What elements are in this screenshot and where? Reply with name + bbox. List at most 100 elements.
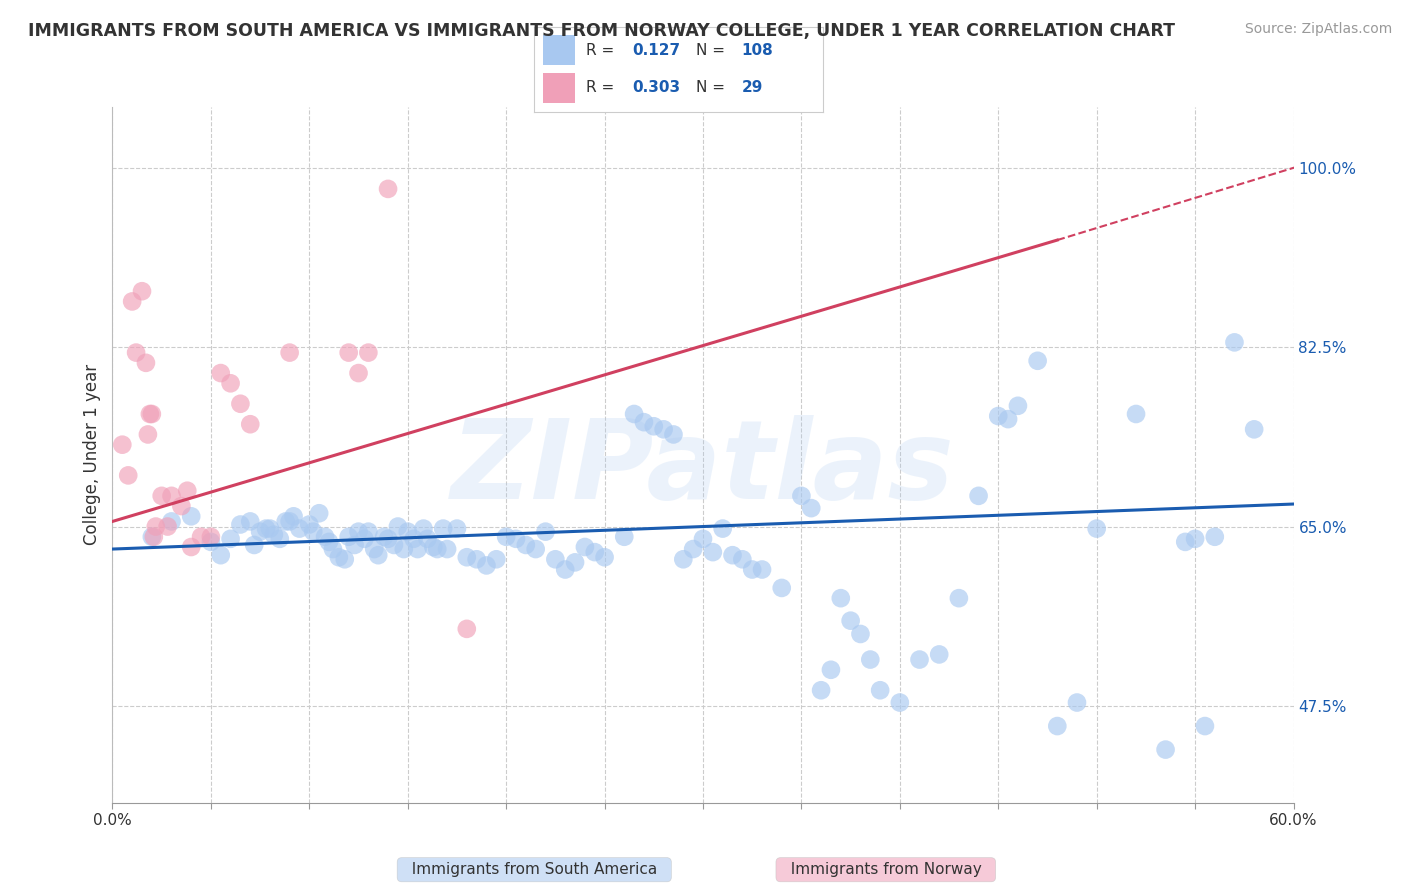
Point <box>574 540 596 554</box>
Point <box>254 522 277 536</box>
Bar <box>543 73 575 103</box>
Point <box>1154 742 1177 756</box>
Point <box>367 548 389 562</box>
Point <box>219 532 242 546</box>
Point <box>652 422 675 436</box>
Point <box>593 550 616 565</box>
Point <box>176 483 198 498</box>
Point <box>347 366 370 380</box>
Point <box>1223 335 1246 350</box>
Point <box>485 552 508 566</box>
Point <box>243 538 266 552</box>
Point <box>1243 422 1265 436</box>
Text: IMMIGRANTS FROM SOUTH AMERICA VS IMMIGRANTS FROM NORWAY COLLEGE, UNDER 1 YEAR CO: IMMIGRANTS FROM SOUTH AMERICA VS IMMIGRA… <box>28 22 1175 40</box>
Point <box>278 515 301 529</box>
Text: Immigrants from Norway: Immigrants from Norway <box>780 863 991 877</box>
Point <box>810 683 832 698</box>
Point <box>170 499 193 513</box>
Point <box>328 550 350 565</box>
Point <box>402 532 425 546</box>
Point <box>495 530 517 544</box>
Point <box>180 509 202 524</box>
Point <box>524 542 547 557</box>
Point <box>392 542 415 557</box>
Point <box>353 532 375 546</box>
Point <box>156 519 179 533</box>
Point <box>869 683 891 698</box>
Point <box>229 397 252 411</box>
Point <box>219 376 242 391</box>
Text: 108: 108 <box>742 43 773 58</box>
Text: Immigrants from South America: Immigrants from South America <box>402 863 666 877</box>
Point <box>387 519 409 533</box>
Point <box>269 532 291 546</box>
Point <box>337 530 360 544</box>
Point <box>249 524 271 539</box>
Point <box>702 545 724 559</box>
Point <box>239 417 262 432</box>
Point <box>322 542 344 557</box>
Point <box>117 468 139 483</box>
Point <box>849 627 872 641</box>
Point <box>396 524 419 539</box>
Point <box>534 524 557 539</box>
Bar <box>543 36 575 65</box>
Point <box>209 366 232 380</box>
Text: 0.127: 0.127 <box>633 43 681 58</box>
Point <box>564 555 586 569</box>
Point <box>623 407 645 421</box>
Point <box>200 534 222 549</box>
Point <box>751 562 773 576</box>
Point <box>908 652 931 666</box>
Point <box>456 550 478 565</box>
Point <box>839 614 862 628</box>
Point <box>1204 530 1226 544</box>
Point <box>150 489 173 503</box>
Point <box>416 532 439 546</box>
Point <box>200 530 222 544</box>
Point <box>363 542 385 557</box>
Point <box>259 522 281 536</box>
Point <box>820 663 842 677</box>
Point <box>544 552 567 566</box>
Point <box>357 524 380 539</box>
Point <box>229 517 252 532</box>
Point <box>180 540 202 554</box>
Y-axis label: College, Under 1 year: College, Under 1 year <box>83 364 101 546</box>
Point <box>145 519 167 533</box>
Point <box>928 648 950 662</box>
Point <box>1174 534 1197 549</box>
Point <box>278 345 301 359</box>
Point <box>432 522 454 536</box>
Point <box>859 652 882 666</box>
Point <box>422 540 444 554</box>
Point <box>142 530 165 544</box>
Point <box>274 515 297 529</box>
Point <box>1125 407 1147 421</box>
Point <box>160 489 183 503</box>
Point <box>613 530 636 544</box>
Point <box>308 506 330 520</box>
Point <box>475 558 498 573</box>
Text: ZIPatlas: ZIPatlas <box>451 416 955 523</box>
Point <box>298 517 321 532</box>
Point <box>131 284 153 298</box>
Point <box>790 489 813 503</box>
Text: R =: R = <box>586 43 619 58</box>
Point <box>1007 399 1029 413</box>
Point <box>283 509 305 524</box>
Point <box>770 581 793 595</box>
Point <box>141 407 163 421</box>
Point <box>800 501 823 516</box>
Point <box>741 562 763 576</box>
Point <box>830 591 852 606</box>
Point <box>314 530 336 544</box>
Point <box>997 412 1019 426</box>
Point <box>125 345 148 359</box>
Point <box>446 522 468 536</box>
Point <box>889 696 911 710</box>
Point <box>465 552 488 566</box>
Point <box>302 524 325 539</box>
Point <box>377 532 399 546</box>
Point <box>412 522 434 536</box>
